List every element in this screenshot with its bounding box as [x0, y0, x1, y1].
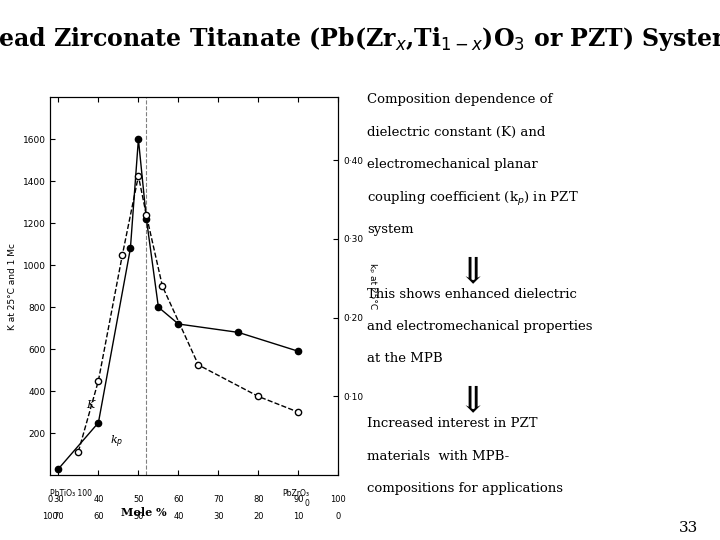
Text: Lead Zirconate Titanate (Pb(Zr$_x$,Ti$_{1-x}$)O$_3$ or PZT) System: Lead Zirconate Titanate (Pb(Zr$_x$,Ti$_{…	[0, 25, 720, 52]
Text: 100: 100	[42, 512, 58, 521]
Text: at the MPB: at the MPB	[367, 352, 443, 366]
Text: 100: 100	[330, 495, 346, 504]
Text: Increased interest in PZT: Increased interest in PZT	[367, 417, 537, 430]
Text: 60: 60	[173, 495, 184, 504]
Text: 40: 40	[173, 512, 184, 521]
Text: ⇓: ⇓	[456, 255, 487, 289]
Text: K: K	[86, 400, 94, 410]
Text: materials  with MPB-: materials with MPB-	[367, 449, 509, 463]
Text: 80: 80	[253, 495, 264, 504]
Text: 60: 60	[93, 512, 104, 521]
Text: PbTiO₃ 100: PbTiO₃ 100	[50, 489, 92, 498]
Text: system: system	[367, 222, 413, 236]
Text: 30: 30	[213, 512, 224, 521]
Text: Composition dependence of: Composition dependence of	[367, 93, 552, 106]
Text: 33: 33	[679, 521, 698, 535]
Text: 50: 50	[133, 495, 144, 504]
Text: k$_p$: k$_p$	[110, 433, 124, 449]
Text: dielectric constant (K) and: dielectric constant (K) and	[367, 126, 545, 139]
Text: ⇓: ⇓	[456, 384, 487, 418]
Text: 30: 30	[53, 495, 63, 504]
Y-axis label: K at 25°C and 1 Mc: K at 25°C and 1 Mc	[8, 242, 17, 330]
Text: 40: 40	[93, 495, 104, 504]
Text: Mole %: Mole %	[121, 508, 167, 518]
Text: 20: 20	[253, 512, 264, 521]
Text: 90: 90	[293, 495, 304, 504]
Y-axis label: kₚ at 25°C: kₚ at 25°C	[368, 263, 377, 309]
Text: 10: 10	[293, 512, 304, 521]
Text: electromechanical planar: electromechanical planar	[367, 158, 538, 171]
Text: coupling coefficient (k$_p$) in PZT: coupling coefficient (k$_p$) in PZT	[367, 191, 579, 208]
Text: PbZrO₃
0: PbZrO₃ 0	[283, 489, 310, 508]
Text: This shows enhanced dielectric: This shows enhanced dielectric	[367, 287, 577, 301]
Text: 50: 50	[133, 512, 144, 521]
Text: 70: 70	[53, 512, 63, 521]
Text: and electromechanical properties: and electromechanical properties	[367, 320, 593, 333]
Text: compositions for applications: compositions for applications	[367, 482, 563, 495]
Text: 70: 70	[213, 495, 224, 504]
Text: 0: 0	[48, 495, 53, 504]
Text: 0: 0	[336, 512, 341, 521]
